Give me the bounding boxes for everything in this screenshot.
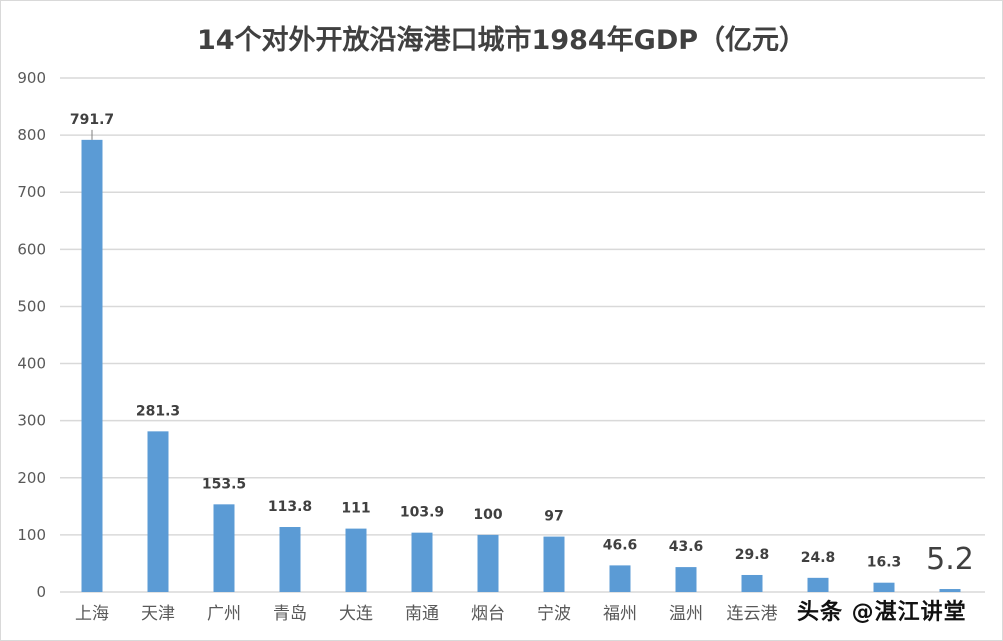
bar (939, 589, 961, 592)
data-label: 46.6 (603, 537, 638, 553)
x-tick-label: 大连 (339, 604, 373, 624)
bar (807, 577, 829, 592)
data-label: 43.6 (669, 539, 704, 555)
watermark: 头条 @湛江讲堂 (797, 600, 967, 625)
bar (147, 431, 169, 592)
x-tick-label: 福州 (603, 604, 637, 624)
bar (543, 536, 565, 592)
x-tick-label: 天津 (141, 604, 175, 624)
bar (477, 534, 499, 592)
y-tick-label: 500 (17, 297, 46, 315)
y-tick-label: 0 (36, 583, 46, 601)
data-label: 103.9 (400, 505, 444, 521)
bar (675, 567, 697, 592)
data-label: 16.3 (867, 555, 902, 571)
data-label: 791.7 (70, 112, 114, 128)
x-tick-label: 宁波 (537, 604, 571, 624)
data-label: 111 (341, 501, 370, 517)
y-tick-label: 300 (17, 412, 46, 430)
x-tick-label: 上海 (75, 604, 109, 624)
bar (81, 139, 103, 593)
data-label: 153.5 (202, 476, 246, 492)
data-label: 97 (544, 509, 563, 525)
data-label: 281.3 (136, 403, 180, 419)
y-tick-label: 100 (17, 526, 46, 544)
x-tick-label: 连云港 (727, 604, 778, 624)
data-label: 29.8 (735, 547, 770, 563)
bar (279, 527, 301, 592)
chart-title: 14个对外开放沿海港口城市1984年GDP（亿元） (196, 25, 807, 56)
bar (873, 582, 895, 592)
y-tick-label: 400 (17, 355, 46, 373)
bar (741, 574, 763, 592)
data-label: 113.8 (268, 499, 312, 515)
data-label: 5.2 (926, 542, 974, 577)
y-tick-label: 800 (17, 126, 46, 144)
y-tick-label: 900 (17, 69, 46, 87)
x-tick-label: 广州 (207, 604, 241, 624)
x-tick-label: 青岛 (273, 604, 307, 624)
bar (411, 532, 433, 592)
x-tick-label: 南通 (405, 604, 439, 624)
y-tick-label: 600 (17, 240, 46, 258)
bar (345, 528, 367, 592)
y-tick-label: 200 (17, 469, 46, 487)
x-tick-label: 烟台 (471, 604, 505, 624)
bar (213, 504, 235, 592)
data-label: 24.8 (801, 550, 836, 566)
data-label: 100 (473, 507, 502, 523)
y-tick-label: 700 (17, 183, 46, 201)
x-tick-label: 温州 (669, 604, 703, 624)
bar (609, 565, 631, 592)
